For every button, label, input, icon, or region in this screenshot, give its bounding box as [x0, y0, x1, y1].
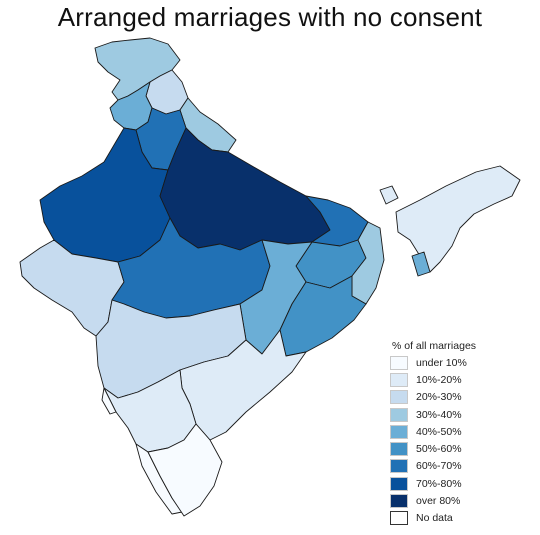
legend-swatch — [390, 476, 408, 491]
legend-swatch — [390, 372, 408, 387]
legend-label: 70%-80% — [416, 477, 462, 490]
legend-swatch — [390, 407, 408, 422]
region-odisha — [279, 275, 367, 357]
regions-layer — [19, 37, 521, 517]
legend-item: 60%-70% — [390, 458, 530, 475]
legend-label: 60%-70% — [416, 460, 462, 473]
legend: % of all marriages under 10% 10%-20% 20%-3… — [390, 338, 530, 527]
legend-item: over 80% — [390, 492, 530, 509]
legend-item: 70%-80% — [390, 475, 530, 492]
region-tamil-nadu — [147, 423, 223, 517]
legend-item: 10%-20% — [390, 371, 530, 388]
legend-title: % of all marriages — [392, 340, 477, 352]
region-tripura — [411, 251, 431, 277]
legend-label: 40%-50% — [416, 425, 462, 438]
legend-items: under 10% 10%-20% 20%-30% 30%-40% 40%-50% 50%… — [390, 354, 530, 527]
legend-item: 30%-40% — [390, 406, 530, 423]
legend-swatch — [390, 511, 408, 526]
legend-label: over 80% — [416, 495, 461, 508]
legend-label: 20%-30% — [416, 391, 462, 404]
legend-swatch — [390, 355, 408, 370]
legend-swatch — [390, 494, 408, 509]
legend-swatch — [390, 442, 408, 457]
region-northeast — [395, 165, 521, 273]
legend-label: 30%-40% — [416, 408, 462, 421]
legend-swatch — [390, 390, 408, 405]
legend-item: 40%-50% — [390, 423, 530, 440]
legend-label: 10%-20% — [416, 373, 462, 386]
legend-item: under 10% — [390, 354, 530, 371]
legend-item: No data — [390, 510, 530, 527]
legend-label: under 10% — [416, 356, 467, 369]
region-goa — [101, 387, 117, 415]
legend-label: No data — [416, 512, 453, 525]
legend-label: 50%-60% — [416, 443, 462, 456]
region-sikkim — [379, 185, 399, 205]
legend-swatch — [390, 459, 408, 474]
region-west-bengal — [351, 221, 385, 305]
map-title: Arranged marriages with no consent — [57, 2, 483, 32]
legend-item: 50%-60% — [390, 440, 530, 457]
legend-item: 20%-30% — [390, 389, 530, 406]
legend-swatch — [390, 424, 408, 439]
region-uttar-pradesh — [159, 127, 331, 251]
